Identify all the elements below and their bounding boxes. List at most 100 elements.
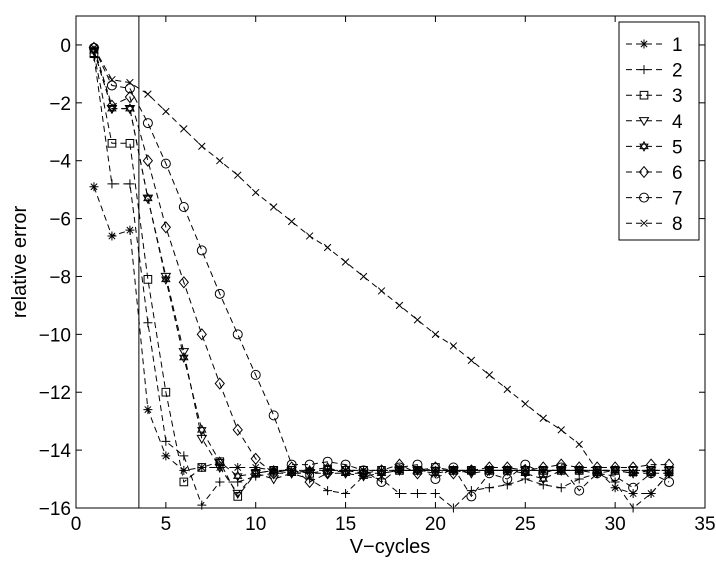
data-point <box>90 44 98 52</box>
plot-area <box>75 15 706 509</box>
data-point <box>214 288 225 299</box>
data-point <box>646 468 657 479</box>
data-point <box>340 459 351 470</box>
data-point <box>485 371 494 379</box>
legend-marker <box>639 65 649 75</box>
legend-box <box>618 21 700 241</box>
axis-ticks: 0 5 10 15 20 25 30 350−2−4−6−8−10−12−14−16 <box>39 16 716 535</box>
data-point <box>233 477 243 487</box>
data-point <box>216 156 224 165</box>
data-point <box>304 464 315 476</box>
data-point <box>214 456 225 468</box>
data-point <box>412 467 423 480</box>
data-point <box>359 272 368 281</box>
data-point <box>215 477 225 487</box>
x-tick-label: 15 <box>335 514 356 535</box>
data-point <box>466 491 477 502</box>
y-tick-label: −8 <box>49 267 71 288</box>
data-point <box>394 462 405 473</box>
data-point <box>574 461 585 474</box>
data-point <box>160 221 172 234</box>
data-point <box>268 475 280 485</box>
data-point <box>592 461 603 474</box>
data-point <box>143 318 153 328</box>
data-point <box>178 348 190 358</box>
legend-entry: 4 <box>626 112 683 133</box>
data-point <box>556 458 567 471</box>
legend-entry: 3 <box>626 86 683 107</box>
data-point <box>412 459 423 470</box>
data-point <box>161 436 171 446</box>
series-layer <box>88 41 675 513</box>
y-tick-label: −10 <box>39 325 71 346</box>
data-point <box>521 400 530 408</box>
data-point <box>431 330 440 339</box>
data-point <box>196 245 207 256</box>
legend-label: 6 <box>672 163 683 184</box>
data-point <box>268 467 279 480</box>
data-point <box>196 434 208 445</box>
data-point <box>556 483 566 493</box>
x-tick-label: 20 <box>425 514 446 535</box>
data-point <box>430 474 441 485</box>
data-point <box>466 486 476 496</box>
data-point <box>430 461 441 474</box>
legend-marker <box>639 140 649 152</box>
data-point <box>125 179 135 189</box>
data-point <box>628 503 638 513</box>
data-point <box>304 475 315 489</box>
data-point <box>179 451 189 461</box>
series-6 <box>88 41 675 489</box>
data-point <box>322 456 333 467</box>
y-tick-label: −14 <box>39 441 72 462</box>
data-point <box>287 217 296 226</box>
data-point <box>197 424 207 436</box>
data-point <box>341 258 350 266</box>
data-point <box>628 489 638 499</box>
data-point <box>628 482 639 493</box>
data-point <box>502 474 513 485</box>
data-point <box>268 410 279 421</box>
data-point <box>214 377 225 390</box>
data-point <box>557 426 565 434</box>
data-point <box>89 182 99 192</box>
data-point <box>466 464 477 477</box>
data-point <box>574 485 585 496</box>
data-point <box>448 462 459 473</box>
data-point <box>179 477 189 487</box>
data-point <box>448 503 458 513</box>
data-point <box>143 405 153 415</box>
data-point <box>647 466 655 475</box>
data-point <box>305 232 314 240</box>
data-point <box>232 329 243 340</box>
data-point <box>665 466 673 475</box>
data-point <box>178 276 189 289</box>
data-point <box>161 273 171 285</box>
data-point <box>234 171 242 179</box>
data-point <box>124 83 135 94</box>
data-point <box>180 125 188 133</box>
x-tick-label: 0 <box>71 514 82 535</box>
data-point <box>629 469 637 477</box>
data-point <box>286 461 297 474</box>
data-point <box>467 356 476 365</box>
data-point <box>610 471 621 482</box>
legend-marker <box>639 90 649 100</box>
legend-label: 3 <box>672 86 683 107</box>
legend-marker <box>639 39 649 49</box>
data-point <box>394 489 404 499</box>
data-point <box>592 468 603 479</box>
data-point <box>142 154 154 167</box>
data-point <box>664 476 675 487</box>
data-point <box>107 139 117 148</box>
series-line <box>93 47 670 483</box>
x-tick-label: 5 <box>161 514 172 535</box>
data-point <box>126 78 134 87</box>
data-point <box>107 231 117 241</box>
data-point <box>611 466 619 475</box>
data-point <box>232 470 243 482</box>
legend-entry: 1 <box>626 35 683 56</box>
data-point <box>269 203 278 211</box>
data-point <box>196 328 207 341</box>
